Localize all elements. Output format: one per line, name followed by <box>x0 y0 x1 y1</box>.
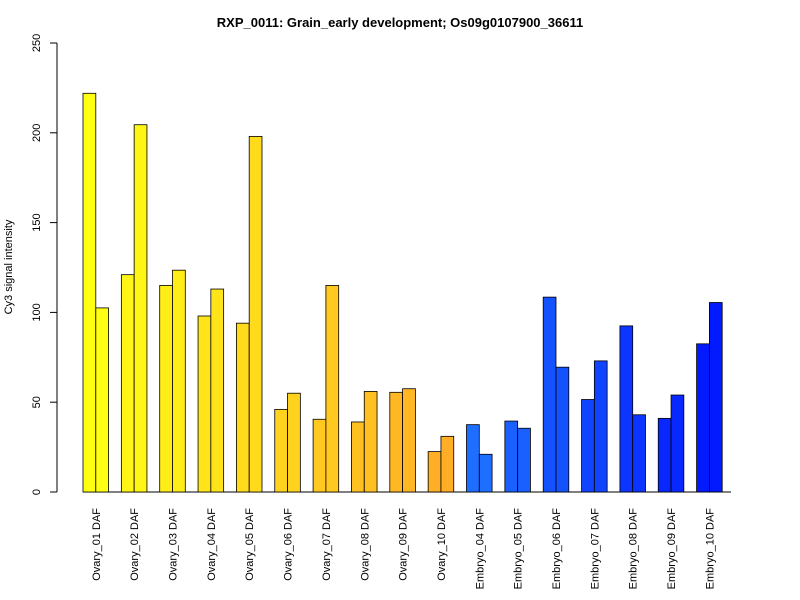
bar <box>555 366 570 493</box>
bar <box>95 307 110 493</box>
x-tick-label: Embryo_04 DAF <box>474 508 486 590</box>
bar <box>517 427 531 493</box>
bars-group <box>82 92 723 493</box>
bar <box>287 392 301 493</box>
y-tick-label: 200 <box>31 124 43 142</box>
bar <box>235 322 250 493</box>
y-tick-label: 150 <box>31 213 43 231</box>
bar <box>133 124 148 493</box>
bar <box>657 417 672 493</box>
bar <box>274 408 288 493</box>
bar <box>248 135 263 493</box>
bar <box>504 420 519 493</box>
bar <box>363 391 378 493</box>
x-tick-labels: Ovary_01 DAF Ovary_02 DAF Ovary_03 DAF Ovar… <box>91 508 717 590</box>
bar <box>696 343 710 493</box>
bar <box>312 418 327 493</box>
bar <box>197 315 212 493</box>
x-tick-label: Ovary_09 DAF <box>398 508 410 581</box>
x-tick-label: Ovary_05 DAF <box>244 508 256 581</box>
x-tick-label: Ovary_07 DAF <box>321 508 333 581</box>
bar <box>440 435 455 493</box>
bar <box>670 394 685 493</box>
bar <box>120 274 135 493</box>
y-tick-label: 0 <box>31 489 43 495</box>
x-tick-label: Ovary_01 DAF <box>91 508 103 581</box>
bar <box>159 285 173 493</box>
bar <box>172 269 186 493</box>
x-tick-label: Embryo_06 DAF <box>551 508 563 590</box>
x-tick-label: Ovary_06 DAF <box>283 508 295 581</box>
bar <box>466 424 480 493</box>
bar <box>325 285 340 493</box>
x-tick-label: Ovary_10 DAF <box>436 508 448 581</box>
x-tick-label: Ovary_02 DAF <box>129 508 141 581</box>
x-tick-label: Ovary_08 DAF <box>359 508 371 581</box>
y-tick-label: 100 <box>31 303 43 321</box>
y-tick-label: 250 <box>31 34 43 52</box>
bar <box>581 399 595 493</box>
x-tick-label: Embryo_10 DAF <box>704 508 716 590</box>
bar <box>632 414 646 493</box>
bar <box>210 288 225 493</box>
y-axis-label: Cy3 signal intensity <box>3 219 15 314</box>
bar <box>427 451 442 493</box>
bar <box>619 325 634 493</box>
x-tick-label: Embryo_08 DAF <box>628 508 640 590</box>
x-tick-label: Embryo_07 DAF <box>589 508 601 590</box>
bar <box>709 302 723 493</box>
x-tick-label: Ovary_04 DAF <box>206 508 218 581</box>
x-tick-label: Embryo_09 DAF <box>666 508 678 590</box>
bar <box>478 453 493 493</box>
y-tick-label: 50 <box>31 396 43 408</box>
y-axis: 0 50 100 150 200 250 <box>31 34 58 495</box>
bar <box>82 92 97 493</box>
bar <box>593 360 608 493</box>
bar <box>542 296 557 493</box>
x-tick-label: Ovary_03 DAF <box>168 508 180 581</box>
bar <box>351 421 365 493</box>
bar <box>389 391 403 493</box>
x-tick-label: Embryo_05 DAF <box>513 508 525 590</box>
bar <box>402 388 416 493</box>
chart-title: RXP_0011: Grain_early development; Os09g… <box>217 15 583 30</box>
